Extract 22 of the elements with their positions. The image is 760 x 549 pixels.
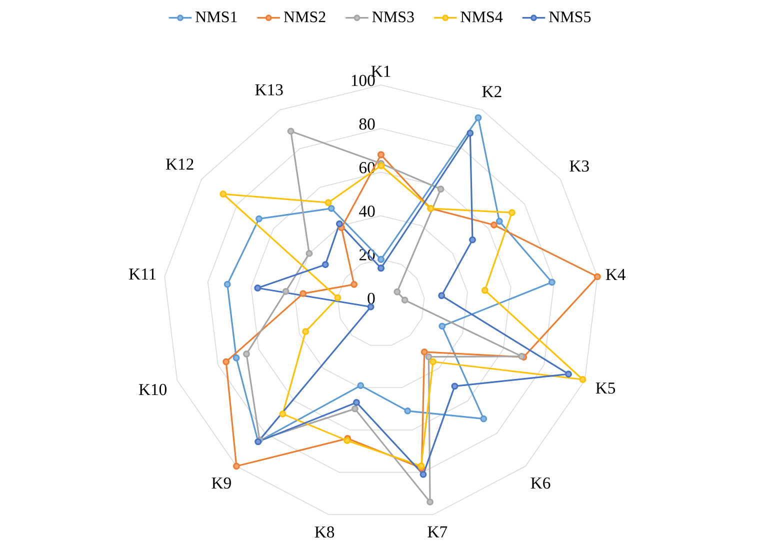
spoke-label: K9 — [212, 477, 231, 489]
legend-label: NMS2 — [284, 12, 326, 22]
spoke-label: K13 — [255, 84, 283, 96]
spoke-label: K11 — [129, 268, 156, 280]
spoke-label: K2 — [482, 86, 502, 98]
y-tick-label: 0 — [368, 292, 375, 304]
spoke-label: K7 — [428, 526, 448, 538]
y-tick-label: 100 — [352, 74, 375, 86]
y-tick-label: 40 — [359, 206, 375, 217]
spoke-label: K8 — [314, 526, 334, 538]
spoke-label: K10 — [138, 384, 167, 396]
spoke-label: K12 — [166, 158, 194, 170]
spoke-label: K5 — [596, 382, 616, 394]
legend-label: NMS4 — [460, 12, 503, 22]
legend-label: NMS5 — [549, 12, 591, 22]
spoke-label: K3 — [570, 160, 589, 172]
legend-label: NMS3 — [372, 12, 414, 22]
spoke-label: K1 — [371, 66, 390, 77]
legend-label: NMS1 — [196, 12, 237, 22]
spoke-label: K6 — [530, 477, 550, 489]
y-tick-label: 80 — [359, 118, 375, 130]
spoke-label: K4 — [606, 269, 626, 280]
